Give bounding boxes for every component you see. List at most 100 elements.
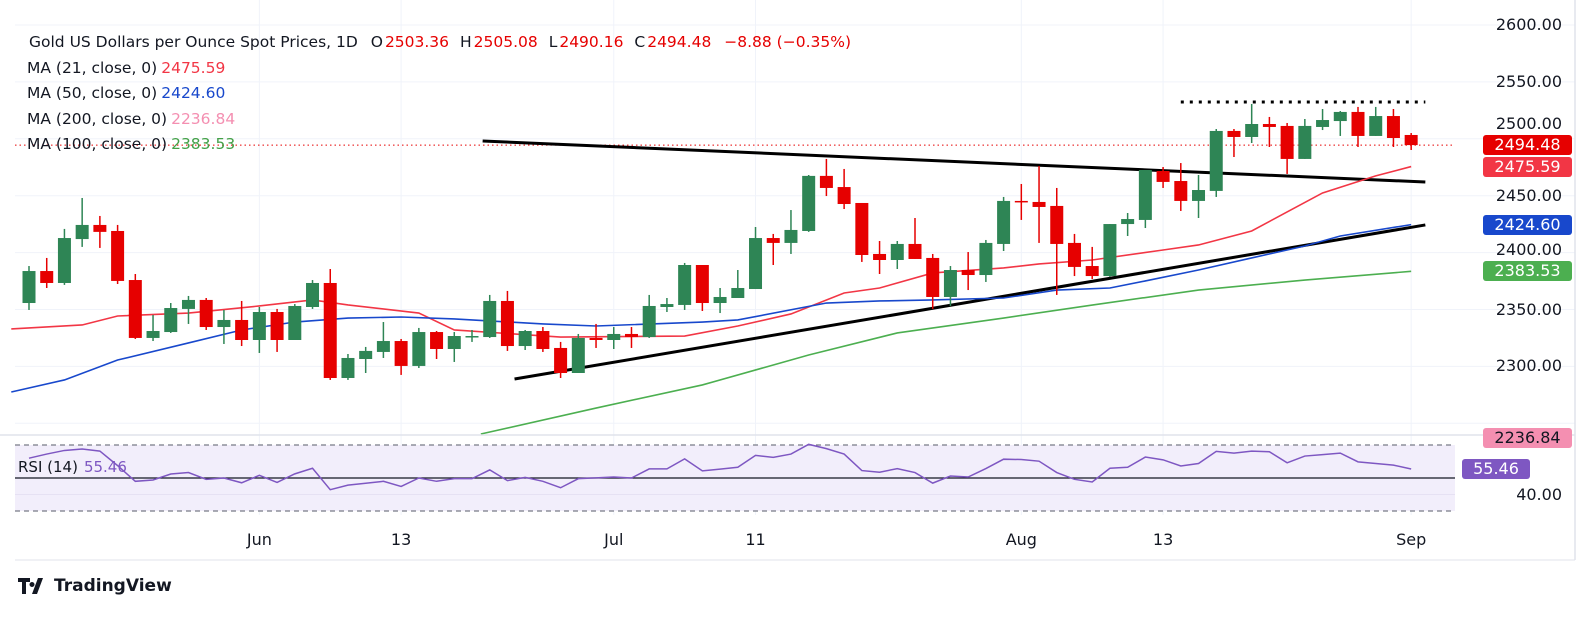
ma-value: 2383.53 (171, 135, 236, 153)
candle-body (819, 175, 833, 188)
candle-body (483, 300, 497, 338)
candle (1227, 129, 1241, 158)
candle (447, 332, 461, 362)
rsi-series-line (28, 443, 1412, 491)
candle (1192, 174, 1206, 219)
candle (713, 287, 727, 314)
candle-body (607, 333, 621, 340)
candle (1156, 167, 1170, 188)
price-tick-label: 2550.00 (1495, 71, 1562, 91)
candles (22, 103, 1418, 380)
candle-body (749, 238, 763, 290)
candle-body (1174, 181, 1188, 201)
candle (359, 346, 373, 374)
candle (22, 266, 36, 310)
candle (75, 197, 89, 247)
candle (128, 273, 142, 339)
candle-body (1386, 116, 1400, 139)
candle (660, 298, 674, 313)
ma-line (480, 270, 1412, 435)
candle (749, 226, 763, 290)
candle (1032, 165, 1046, 243)
candle (341, 353, 355, 380)
candle-body (1067, 242, 1081, 267)
candle-body (1156, 171, 1170, 182)
candle-body (75, 224, 89, 240)
candle (890, 240, 904, 269)
brand-name: TradingView (54, 576, 172, 596)
candle (536, 327, 550, 352)
candle (554, 341, 568, 379)
high-value: 2505.08 (473, 33, 538, 51)
candle (306, 280, 320, 309)
legend-ma-200[interactable]: MA (200, close, 0) 2236.84 (27, 107, 851, 133)
candle (607, 327, 621, 349)
candle (483, 294, 497, 338)
candle (731, 270, 745, 299)
candle (1280, 122, 1294, 174)
candle (855, 202, 869, 262)
high-label: H (459, 33, 472, 51)
candle-body (536, 331, 550, 349)
candle (1369, 106, 1383, 136)
low-value: 2490.16 (559, 33, 624, 51)
candle (252, 306, 266, 353)
candle (695, 265, 709, 311)
legend-ma-50[interactable]: MA (50, close, 0) 2424.60 (27, 81, 851, 107)
candle (678, 262, 692, 310)
moving-averages (11, 165, 1412, 435)
rsi-badge: 55.46 (1462, 458, 1530, 479)
candle-body (678, 265, 692, 305)
change-value: −8.88 (−0.35%) (724, 33, 851, 51)
candle-body (1050, 205, 1064, 244)
candle (802, 174, 816, 232)
candle (430, 331, 444, 360)
candle-body (235, 319, 249, 340)
candle-body (1121, 219, 1135, 225)
open-label: O (370, 33, 383, 51)
candle-body (1280, 125, 1294, 159)
candle-body (979, 242, 993, 276)
candle-body (1085, 266, 1099, 277)
candle (1316, 108, 1330, 131)
candle-body (1014, 200, 1028, 203)
candle-body (571, 337, 585, 374)
candle (1138, 169, 1152, 229)
candle (199, 298, 213, 330)
candle-body (341, 357, 355, 379)
candle (819, 158, 833, 197)
candle-body (394, 341, 408, 366)
candle-body (624, 333, 638, 338)
candle (1386, 108, 1400, 147)
candle (784, 210, 798, 254)
candle-body (908, 243, 922, 259)
candle-body (784, 229, 798, 243)
tradingview-logo[interactable]: TradingView (18, 576, 172, 596)
candle-body (837, 187, 851, 205)
rsi-value: 55.46 (83, 458, 127, 476)
candle-body (802, 175, 816, 231)
candle (642, 294, 656, 338)
rsi-legend[interactable]: RSI (14) 55.46 (18, 458, 127, 476)
candle-body (40, 271, 54, 283)
candle-body (943, 270, 957, 297)
candle-body (1333, 111, 1347, 122)
legend-ma-100[interactable]: MA (100, close, 0) 2383.53 (27, 132, 851, 158)
rsi-tick-label: 40.00 (1516, 484, 1562, 504)
candle (465, 329, 479, 342)
close-label: C (634, 33, 646, 51)
candle-body (359, 350, 373, 360)
candle-body (766, 238, 780, 243)
candle-body (146, 331, 160, 338)
time-tick-label: 11 (745, 530, 766, 549)
candle (270, 308, 284, 352)
candle-body (713, 296, 727, 304)
legend-ma-21[interactable]: MA (21, close, 0) 2475.59 (27, 56, 851, 82)
candle-body (1032, 201, 1046, 207)
chart-legend: Gold US Dollars per Ounce Spot Prices, 1… (27, 30, 851, 158)
trend-lines (15, 100, 1455, 381)
candle (376, 322, 390, 358)
candle (288, 304, 302, 340)
candle (1209, 129, 1223, 197)
